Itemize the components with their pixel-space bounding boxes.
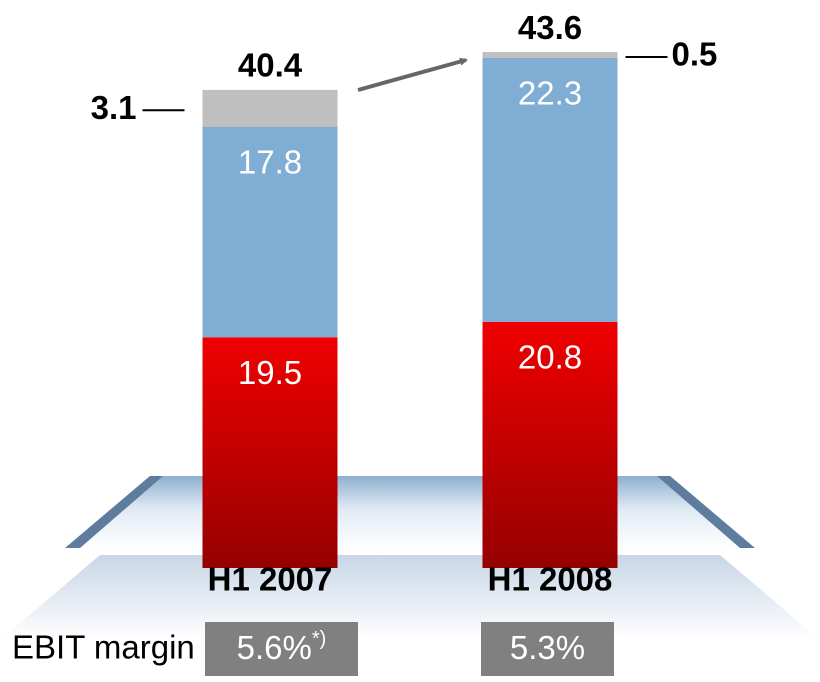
segment-label: 20.8 xyxy=(518,339,582,376)
total-label: 40.4 xyxy=(238,47,303,84)
platform xyxy=(65,476,755,548)
total-label: 43.6 xyxy=(518,9,582,46)
segment-label: 3.1 xyxy=(91,89,137,126)
platform-rim xyxy=(0,555,820,640)
segment-label: 0.5 xyxy=(672,36,718,73)
x-tick-label: H1 2008 xyxy=(488,561,613,598)
x-tick-label: H1 2007 xyxy=(208,561,333,598)
growth-arrow xyxy=(357,57,468,92)
margin-label: EBIT margin xyxy=(12,629,195,666)
segment-label: 19.5 xyxy=(238,354,302,391)
segment-label: 17.8 xyxy=(238,143,302,180)
bar-segment xyxy=(202,126,338,338)
footnote-mark: *) xyxy=(312,628,326,650)
margin-box xyxy=(205,622,358,676)
bar-segment xyxy=(482,57,618,322)
segment-label: 22.3 xyxy=(518,75,582,112)
margin-value-label: 5.6% xyxy=(237,629,312,666)
platform-edge xyxy=(65,476,163,548)
platform-edge xyxy=(657,476,755,548)
bar-segment xyxy=(482,52,618,58)
bar-shade xyxy=(482,321,618,568)
margin-value: 5.6%*) xyxy=(237,628,327,665)
margin-value: 5.3% xyxy=(510,629,585,666)
margin-value-label: 5.3% xyxy=(510,629,585,666)
margin-box xyxy=(481,622,614,676)
bar-shade xyxy=(202,337,338,568)
bar-segment xyxy=(202,89,338,127)
